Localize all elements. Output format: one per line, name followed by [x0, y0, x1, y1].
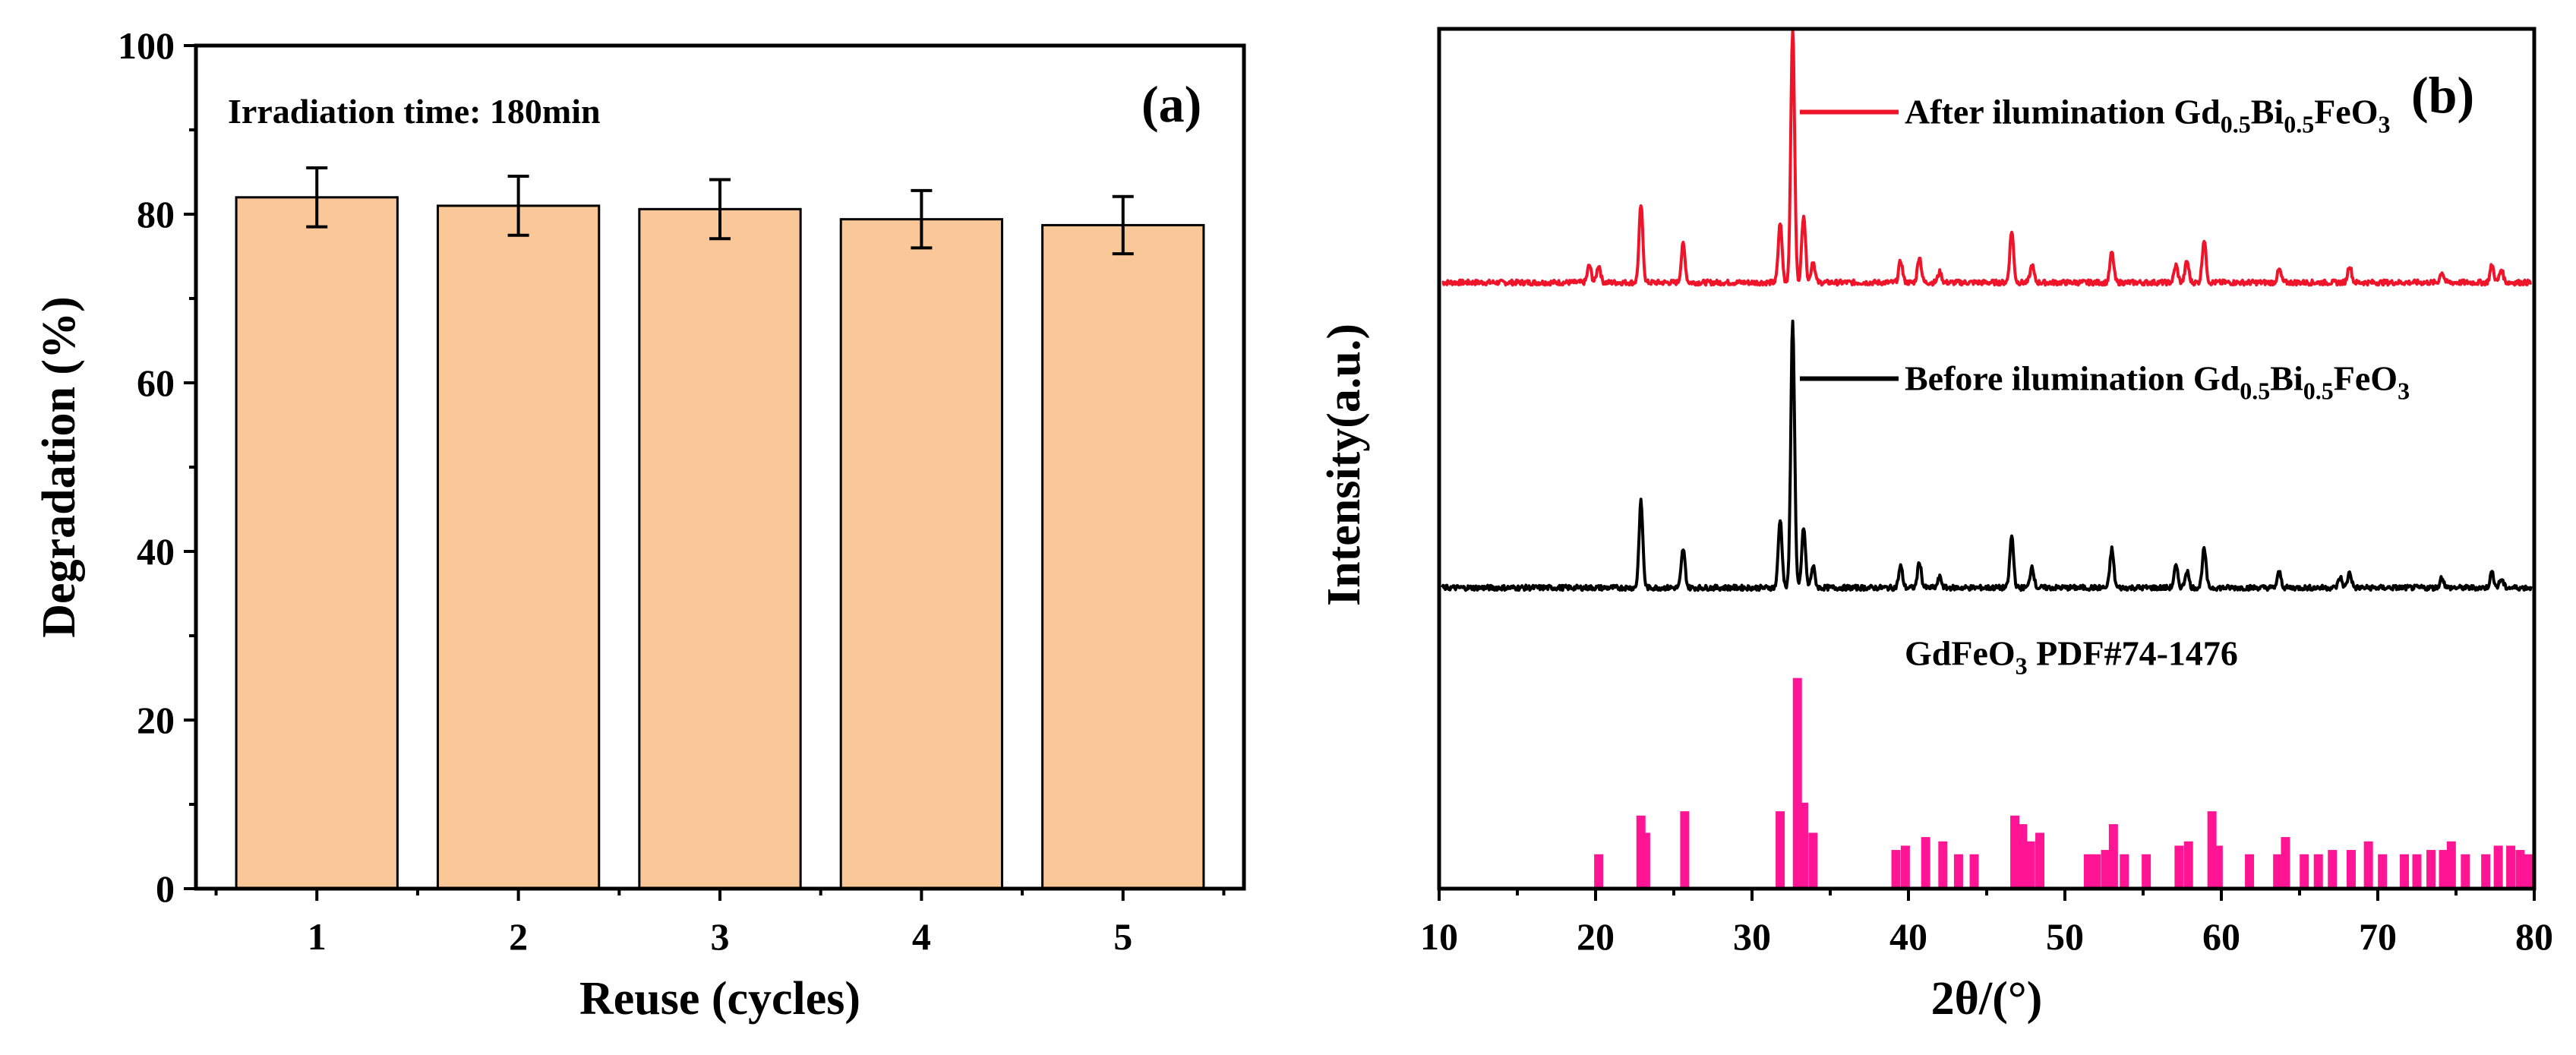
reference-stick: [1921, 837, 1930, 889]
reference-stick: [2108, 824, 2118, 889]
error-bar-cycle-3: [709, 178, 731, 241]
b-x-axis-label: 2θ/(°): [1931, 973, 2043, 1025]
reference-stick: [2461, 854, 2470, 889]
reference-stick: [2328, 850, 2338, 889]
reference-stick: [1900, 845, 1910, 889]
legend-before-label: Before ilumination Gd0.5Bi0.5FeO3: [1905, 359, 2410, 404]
reference-stick: [1776, 811, 1785, 889]
error-bar-cycle-5: [1112, 194, 1134, 256]
b-spectra: [1441, 28, 2533, 592]
a-x-tick-label: 3: [711, 915, 730, 958]
b-x-tick-label: 20: [1577, 915, 1615, 958]
reference-stick: [1594, 854, 1604, 889]
a-annotation: Irradiation time: 180min: [228, 92, 601, 131]
a-y-tick-label: 100: [118, 24, 175, 67]
reference-stick: [2025, 841, 2035, 889]
bar-cycle-4: [839, 218, 1004, 890]
reference-stick: [1938, 841, 1948, 889]
reference-stick: [2400, 854, 2410, 889]
bar-cycle-2: [436, 204, 601, 890]
panel-b-xrd-chart: 10 20 30 40 50 60 70 80 After ilumination Gd0.5…: [1318, 27, 2553, 1025]
b-legend: After ilumination Gd0.5Bi0.5FeO3 Before i…: [1800, 93, 2410, 680]
a-y-tick-label: 40: [137, 530, 175, 573]
b-x-tick-label: 70: [2359, 915, 2397, 958]
panel-a-bar-chart: 0 20 40 60 80 100 1 2 3 4 5 Irradiation time: 180…: [33, 24, 1246, 1025]
reference-stick: [2446, 841, 2456, 889]
reference-stick: [2439, 850, 2448, 889]
a-error-bars: [306, 166, 1134, 256]
error-bar-cycle-1: [306, 166, 328, 229]
bar-cycle-5: [1041, 223, 1205, 890]
reference-stick: [2515, 850, 2525, 889]
after-illumination-line: [1441, 28, 2533, 287]
legend-after-label: After ilumination Gd0.5Bi0.5FeO3: [1905, 93, 2391, 138]
reference-stick: [2213, 845, 2223, 889]
a-x-tick-label: 5: [1113, 915, 1132, 958]
error-bar-cycle-4: [911, 188, 933, 250]
b-x-tick-label: 30: [1733, 915, 1771, 958]
reference-stick: [2010, 815, 2020, 889]
b-x-tick-label: 80: [2515, 915, 2553, 958]
reference-stick: [2142, 854, 2151, 889]
reference-stick: [2481, 854, 2491, 889]
reference-stick: [2091, 854, 2101, 889]
reference-stick: [2493, 845, 2503, 889]
b-x-tick-label: 60: [2202, 915, 2240, 958]
b-x-axis-ticks: 10 20 30 40 50 60 70 80: [1420, 889, 2553, 958]
reference-stick: [2313, 854, 2323, 889]
a-y-axis-label: Degradation (%): [33, 296, 85, 637]
a-x-tick-label: 4: [912, 915, 931, 958]
reference-stick: [1969, 854, 1979, 889]
reference-stick: [2273, 854, 2283, 889]
reference-stick: [2378, 854, 2388, 889]
a-y-tick-label: 20: [137, 699, 175, 741]
reference-stick: [2083, 854, 2093, 889]
reference-stick: [2018, 824, 2028, 889]
a-x-axis-label: Reuse (cycles): [579, 973, 860, 1025]
a-y-tick-label: 0: [156, 867, 175, 910]
b-panel-label: (b): [2411, 66, 2474, 124]
reference-stick: [1808, 832, 1818, 889]
reference-stick: [2506, 845, 2516, 889]
reference-stick: [1680, 811, 1690, 889]
before-illumination-line: [1441, 319, 2533, 592]
a-x-tick-label: 1: [308, 915, 327, 958]
a-plot-frame: [194, 43, 1246, 891]
a-panel-label: (a): [1141, 75, 1201, 133]
reference-stick: [1953, 854, 1963, 889]
reference-stick: [2174, 845, 2184, 889]
reference-stick: [2412, 854, 2422, 889]
b-x-tick-label: 10: [1420, 915, 1458, 958]
a-y-tick-label: 60: [137, 362, 175, 404]
a-bars: [235, 196, 1205, 890]
reference-stick: [2363, 841, 2373, 889]
reference-stick: [2300, 854, 2309, 889]
reference-stick: [2346, 850, 2356, 889]
b-plot-frame: [1437, 27, 2537, 891]
error-bar-cycle-2: [507, 175, 529, 237]
reference-stick: [2523, 854, 2533, 889]
b-x-tick-label: 50: [2046, 915, 2084, 958]
reference-stick: [2281, 837, 2290, 889]
reference-stick: [1640, 832, 1650, 889]
b-reference-sticks: [1594, 678, 2533, 889]
a-y-tick-label: 80: [137, 193, 175, 235]
reference-stick: [1798, 802, 1808, 889]
a-x-axis-ticks: 1 2 3 4 5: [214, 889, 1226, 958]
reference-stick: [2245, 854, 2255, 889]
b-y-axis-label: Intensity(a.u.): [1318, 324, 1370, 606]
reference-stick: [2183, 841, 2193, 889]
reference-stick: [2101, 850, 2110, 889]
bar-cycle-1: [235, 196, 399, 890]
b-x-tick-label: 40: [1889, 915, 1927, 958]
bar-cycle-3: [638, 207, 802, 890]
reference-stick: [1891, 850, 1901, 889]
a-x-tick-label: 2: [509, 915, 528, 958]
a-y-axis-ticks: 0 20 40 60 80 100: [118, 24, 196, 910]
reference-stick: [2035, 832, 2045, 889]
reference-stick: [2120, 854, 2129, 889]
reference-stick: [2426, 850, 2436, 889]
reference-label: GdFeO3 PDF#74-1476: [1905, 634, 2238, 680]
